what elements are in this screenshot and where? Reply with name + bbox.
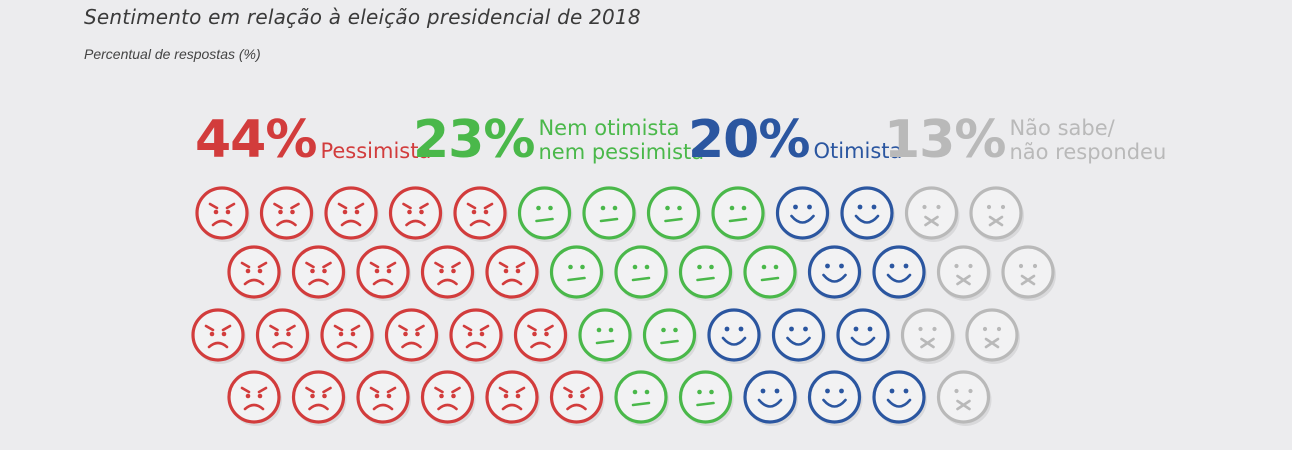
smiling-face-icon: [872, 245, 927, 301]
sad-face-icon: [356, 245, 411, 301]
smiling-face-icon: [836, 308, 891, 364]
sad-face-icon: [191, 308, 246, 364]
neutral-face-icon: [678, 370, 734, 426]
legend-item-otimista: 20% Otimista: [688, 114, 902, 166]
sad-face-icon: [227, 370, 282, 426]
neutral-face-icon: [614, 370, 669, 426]
sad-face-icon: [320, 308, 375, 364]
sad-face-icon: [449, 308, 504, 364]
crossed-mouth-face-icon: [904, 186, 960, 242]
sad-face-icon: [453, 186, 508, 242]
sad-face-icon: [384, 308, 440, 364]
sad-face-icon: [259, 186, 315, 242]
smiling-face-icon: [807, 370, 863, 426]
neutral-face-icon: [646, 186, 702, 242]
crossed-mouth-face-icon: [936, 370, 992, 426]
sad-face-icon: [485, 370, 540, 426]
sad-face-icon: [291, 370, 347, 426]
smiling-face-icon: [771, 308, 827, 364]
legend-label-nao-sabe: Não sabe/ não respondeu: [1009, 116, 1166, 164]
chart-title: Sentimento em relação à eleição presiden…: [84, 5, 641, 29]
legend-item-pessimista: 44% Pessimista: [195, 114, 431, 166]
legend-percent-nao-sabe: 13%: [884, 110, 1006, 170]
sad-face-icon: [485, 245, 540, 301]
legend-label-line: nem pessimista: [538, 140, 705, 164]
smiling-face-icon: [840, 186, 895, 242]
smiling-face-icon: [707, 308, 762, 364]
sad-face-icon: [227, 245, 282, 301]
legend-percent-otimista: 20%: [688, 110, 810, 170]
sad-face-icon: [195, 186, 250, 242]
crossed-mouth-face-icon: [900, 308, 956, 364]
sad-face-icon: [420, 370, 476, 426]
legend-label-pessimista: Pessimista: [320, 139, 431, 163]
neutral-face-icon: [517, 186, 573, 242]
legend-label-line: não respondeu: [1009, 140, 1167, 164]
legend-label-neutro: Nem otimista nem pessimista: [538, 116, 704, 164]
legend-label-line: Nem otimista: [538, 116, 680, 140]
neutral-face-icon: [711, 186, 766, 242]
crossed-mouth-face-icon: [936, 245, 992, 301]
neutral-face-icon: [578, 308, 633, 364]
neutral-face-icon: [743, 245, 798, 301]
crossed-mouth-face-icon: [965, 308, 1020, 364]
legend-item-neutro: 23% Nem otimista nem pessimista: [413, 114, 704, 166]
neutral-face-icon: [614, 245, 669, 301]
crossed-mouth-face-icon: [1001, 245, 1056, 301]
crossed-mouth-face-icon: [969, 186, 1024, 242]
smiling-face-icon: [775, 186, 831, 242]
sad-face-icon: [420, 245, 476, 301]
sad-face-icon: [388, 186, 444, 242]
legend-item-nao-sabe: 13% Não sabe/ não respondeu: [884, 114, 1166, 166]
legend-percent-neutro: 23%: [413, 110, 535, 170]
neutral-face-icon: [642, 308, 698, 364]
smiling-face-icon: [807, 245, 863, 301]
sad-face-icon: [549, 370, 605, 426]
legend-label-line: Pessimista: [320, 139, 432, 163]
smiling-face-icon: [872, 370, 927, 426]
sad-face-icon: [324, 186, 379, 242]
sad-face-icon: [291, 245, 347, 301]
sad-face-icon: [513, 308, 569, 364]
legend-label-line: Não sabe/: [1009, 116, 1115, 140]
legend-label-line: Otimista: [813, 139, 903, 163]
sad-face-icon: [255, 308, 311, 364]
neutral-face-icon: [678, 245, 734, 301]
smiling-face-icon: [743, 370, 798, 426]
neutral-face-icon: [582, 186, 637, 242]
neutral-face-icon: [549, 245, 605, 301]
sad-face-icon: [356, 370, 411, 426]
legend-percent-pessimista: 44%: [195, 110, 317, 170]
chart-subtitle: Percentual de respostas (%): [84, 46, 261, 62]
legend-label-otimista: Otimista: [813, 139, 902, 163]
